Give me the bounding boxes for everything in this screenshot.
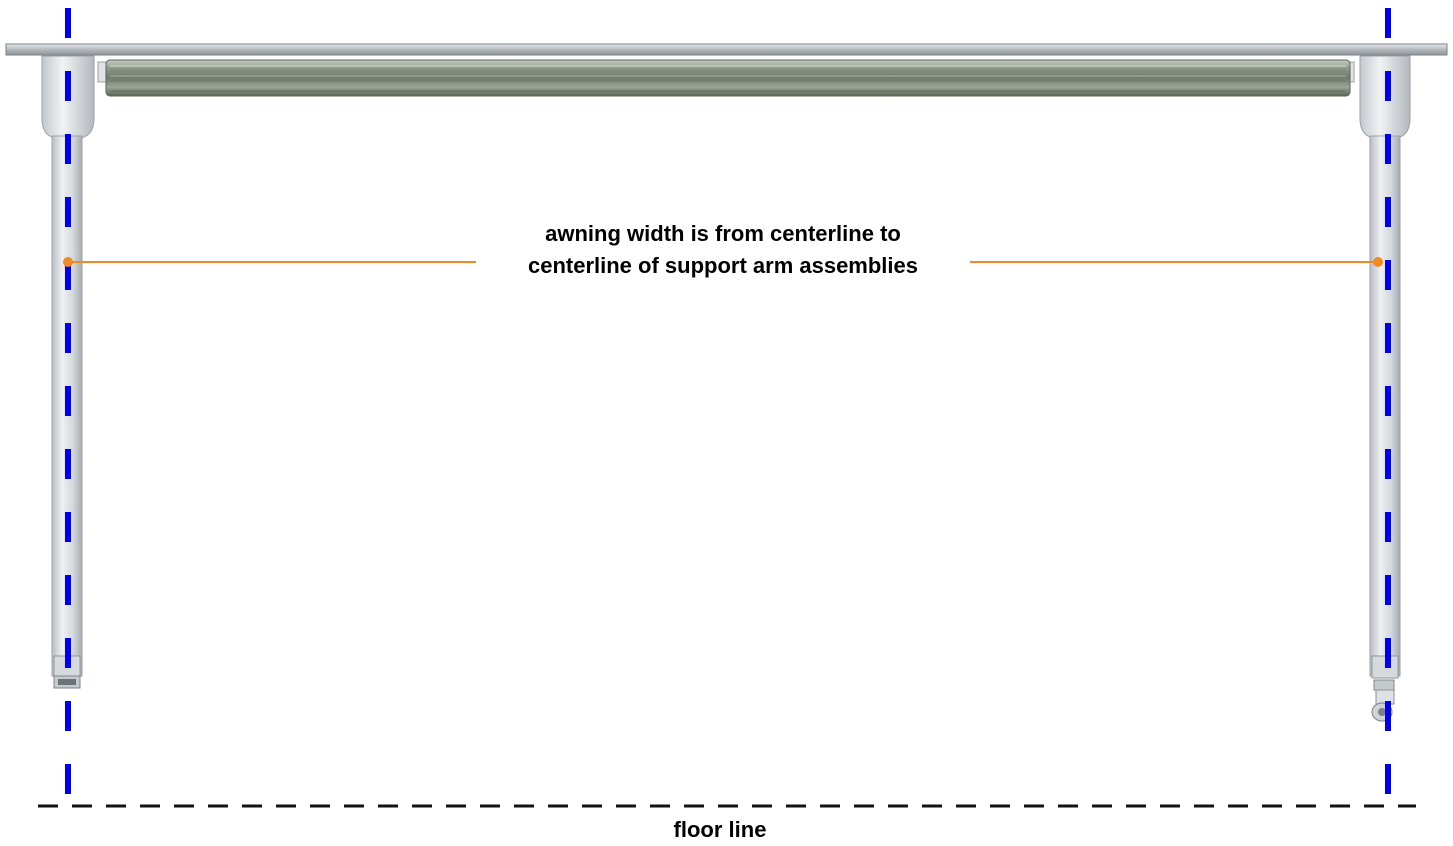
floor-line-label: floor line	[673, 817, 767, 842]
right-dimension-point	[1373, 257, 1383, 267]
width-annotation: awning width is from centerline to cente…	[476, 218, 970, 282]
width-annotation-line-1: awning width is from centerline to	[545, 221, 901, 246]
mounting-rail	[5, 43, 1448, 56]
left-dimension-point	[63, 257, 73, 267]
width-annotation-line-2: centerline of support arm assemblies	[527, 253, 919, 278]
roller-tube	[97, 59, 1355, 97]
